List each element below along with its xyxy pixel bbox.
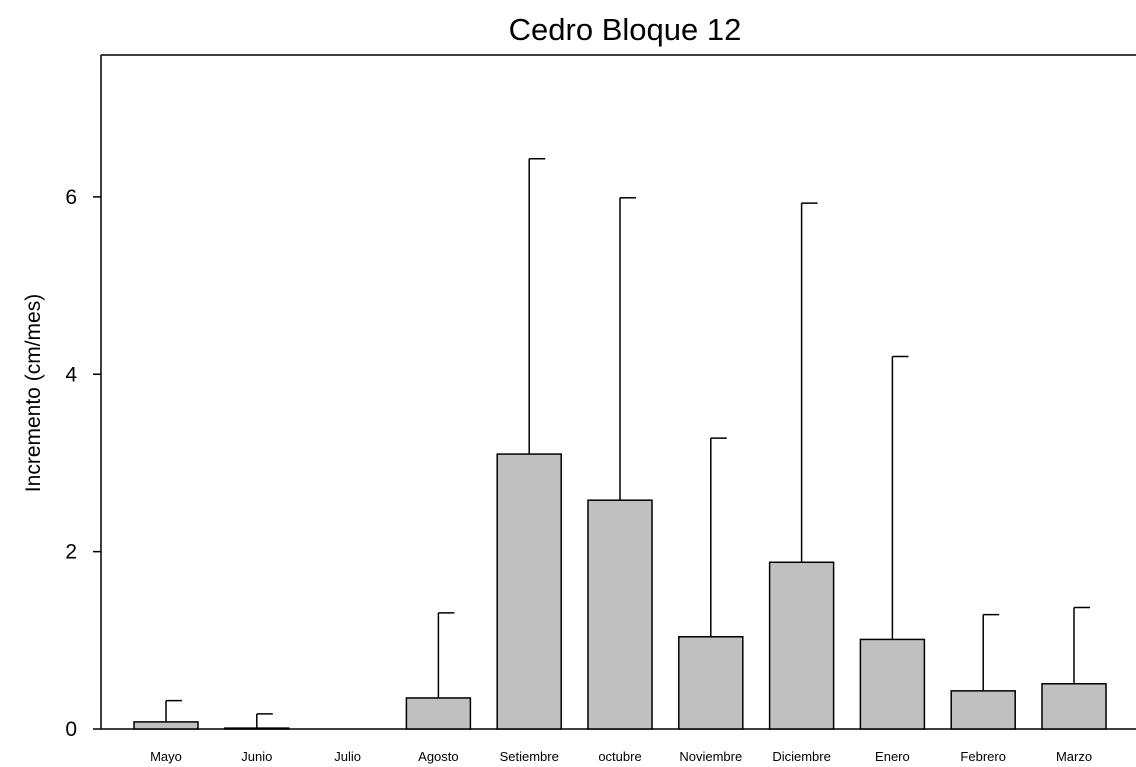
bar [587, 499, 653, 730]
chart-title: Cedro Bloque 12 [509, 12, 742, 47]
bar [133, 721, 199, 730]
x-tick-label: Diciembre [772, 749, 831, 764]
bars-layer [133, 158, 1107, 730]
x-tick-label: Junio [241, 749, 272, 764]
bar [405, 697, 472, 730]
y-axis-label: Incremento (cm/mes) [22, 294, 45, 492]
x-tick-label: Julio [334, 749, 361, 764]
bar [768, 561, 835, 730]
y-tick-label: 0 [65, 718, 77, 741]
x-tick-label: Marzo [1056, 749, 1092, 764]
x-tick-label: Setiembre [500, 749, 559, 764]
y-tick-label: 2 [65, 541, 77, 564]
x-tick-label: Enero [875, 749, 910, 764]
bar [950, 690, 1016, 730]
y-tick-label: 4 [65, 363, 77, 386]
bar [678, 636, 744, 730]
ticks-layer: 0 2 4 6 Mayo Junio Julio Agosto Setiembre octubre… [65, 186, 1092, 764]
x-tick-label: octubre [598, 749, 641, 764]
bar [1041, 683, 1107, 730]
bar [859, 638, 926, 730]
x-tick-label: Febrero [960, 749, 1006, 764]
x-tick-label: Noviembre [679, 749, 742, 764]
bar [224, 727, 290, 730]
bar [496, 453, 562, 730]
x-tick-label: Agosto [418, 749, 458, 764]
y-tick-label: 6 [65, 186, 77, 209]
x-tick-label: Mayo [150, 749, 182, 764]
